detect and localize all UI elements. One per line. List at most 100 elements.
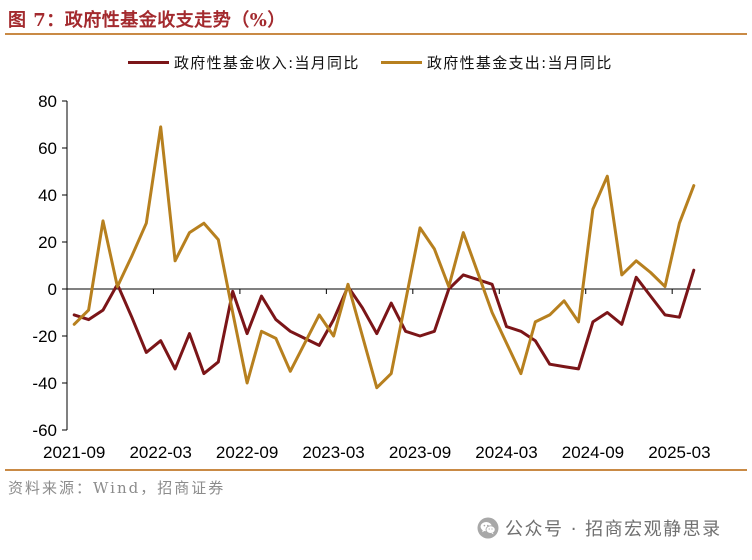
x-tick-label: 2023-09 [389,443,451,462]
income-data-point [390,302,393,305]
series-expenditure [72,125,696,390]
series-line-expenditure [72,125,696,390]
chart-title: 图 7：政府性基金收支走势（%） [8,10,286,31]
income-data-point [375,332,378,335]
y-tick-label: -60 [32,421,57,440]
x-tick-label: 2024-09 [562,443,624,462]
income-data-point [505,325,508,328]
expenditure-data-point [289,370,292,373]
expenditure-data-point [563,299,566,302]
expenditure-data-point [462,231,465,234]
income-data-point [174,367,177,370]
expenditure-data-point [491,311,494,314]
income-data-point [404,330,407,333]
expenditure-data-point [260,330,263,333]
expenditure-data-point [231,311,234,314]
expenditure-data-point [390,372,393,375]
legend-item-income: 政府性基金收入:当月同比 [128,52,360,72]
y-tick-label: 0 [48,280,57,299]
y-tick-label: 80 [38,92,57,111]
income-data-point [130,316,133,319]
income-data-point [635,276,638,279]
expenditure-data-point [361,335,364,338]
axes: 80 60 40 20 0 -20 -40 -60 2021-09 2022-03 2022-09 2… [32,92,710,462]
income-data-point [534,339,537,342]
income-data-point [519,330,522,333]
expenditure-data-point [188,231,191,234]
income-data-point [318,344,321,347]
x-tick-label: 2021-09 [43,443,105,462]
expenditure-data-point [447,285,450,288]
series-line-income [72,268,696,376]
expenditure-data-point [678,222,681,225]
x-tick-label: 2024-03 [475,443,537,462]
wechat-icon [477,517,499,539]
y-tick-label: -20 [32,327,57,346]
income-data-point [433,330,436,333]
expenditure-data-point [419,226,422,229]
expenditure-data-point [174,259,177,262]
expenditure-data-point [375,386,378,389]
expenditure-data-point [664,285,667,288]
income-data-point [577,367,580,370]
y-tick-label: -40 [32,374,57,393]
x-tick-label: 2023-03 [302,443,364,462]
legend-item-expenditure: 政府性基金支出:当月同比 [381,52,613,72]
x-tick-label: 2022-03 [129,443,191,462]
income-data-point [159,339,162,342]
income-data-point [188,332,191,335]
source-note: 资料来源：Wind，招商证券 [8,479,226,497]
expenditure-data-point [274,337,277,340]
title-divider [5,33,747,35]
income-data-point [692,269,695,272]
income-data-point [274,318,277,321]
expenditure-data-point [548,313,551,316]
expenditure-data-point [433,248,436,251]
income-data-point [73,313,76,316]
income-data-point [332,318,335,321]
income-data-point [87,318,90,321]
income-data-point [145,351,148,354]
expenditure-data-point [620,273,623,276]
x-tick-label: 2022-09 [216,443,278,462]
income-data-point [419,335,422,338]
income-data-point [491,283,494,286]
legend-label-income: 政府性基金收入:当月同比 [174,53,360,72]
expenditure-data-point [130,255,133,258]
income-data-point [548,363,551,366]
watermark: 公众号 · 招商宏观静思录 [477,516,722,540]
income-data-point [664,313,667,316]
expenditure-data-point [577,320,580,323]
legend-swatch-expenditure [381,60,422,64]
y-tick-label: 60 [38,139,57,158]
expenditure-data-point [217,238,220,241]
income-data-point [620,323,623,326]
expenditure-data-point [404,299,407,302]
expenditure-data-point [318,313,321,316]
expenditure-data-point [649,271,652,274]
income-data-point [606,311,609,314]
series-income [72,268,696,376]
x-tick-label: 2025-03 [648,443,710,462]
income-data-point [462,273,465,276]
expenditure-data-point [116,285,119,288]
expenditure-data-point [347,283,350,286]
expenditure-data-point [692,184,695,187]
expenditure-data-point [519,372,522,375]
expenditure-data-point [635,259,638,262]
income-data-point [231,290,234,293]
expenditure-data-point [505,342,508,345]
income-data-point [217,360,220,363]
expenditure-data-point [476,271,479,274]
expenditure-data-point [606,175,609,178]
expenditure-data-point [246,382,249,385]
expenditure-data-point [591,208,594,211]
income-data-point [289,330,292,333]
expenditure-data-point [202,222,205,225]
expenditure-data-point [87,309,90,312]
source-divider [5,469,747,471]
income-data-point [591,320,594,323]
legend-swatch-income [128,60,169,64]
expenditure-data-point [332,335,335,338]
